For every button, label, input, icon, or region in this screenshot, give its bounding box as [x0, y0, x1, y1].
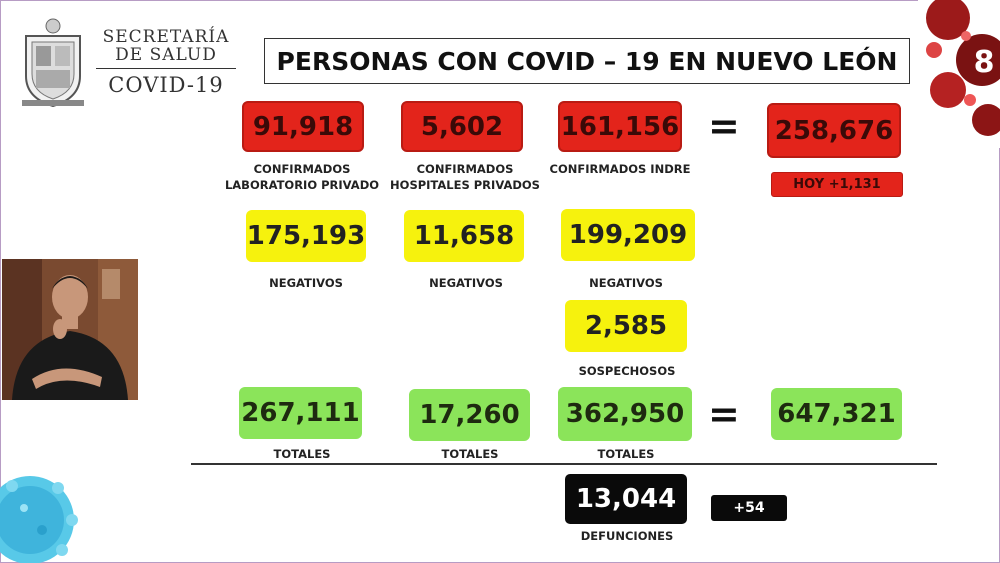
totals-private-hospitals-value: 17,260 — [409, 389, 530, 441]
confirmed-indre-value: 161,156 — [558, 101, 682, 152]
channel-mark: 8 — [974, 45, 995, 80]
virus-decoration-icon — [0, 476, 78, 563]
label-line: HOSPITALES PRIVADOS — [390, 178, 540, 192]
virus-decoration-icon: 8 — [918, 0, 1000, 148]
totals-private-lab-label: TOTALES — [273, 447, 331, 461]
suspected-label: SOSPECHOSOS — [578, 364, 676, 378]
confirmed-private-hospitals-value: 5,602 — [401, 101, 523, 152]
logo-line1: SECRETARÍA — [102, 27, 230, 47]
today-increase-badge: HOY +1,131 — [771, 172, 903, 197]
confirmed-private-lab-value: 91,918 — [242, 101, 364, 152]
sign-language-interpreter-video — [2, 259, 138, 400]
negatives-private-lab-label: NEGATIVOS — [269, 276, 343, 290]
logo-rule — [96, 68, 236, 69]
logo-line2: DE SALUD — [115, 45, 217, 65]
negatives-indre-label: NEGATIVOS — [589, 276, 663, 290]
deaths-label: DEFUNCIONES — [580, 529, 674, 543]
confirmed-private-hospitals-label: CONFIRMADOS HOSPITALES PRIVADOS — [387, 161, 543, 193]
equals-sign-confirmed: = — [708, 104, 740, 148]
confirmed-private-lab-label: CONFIRMADOS LABORATORIO PRIVADO — [222, 161, 382, 193]
logo-line3: COVID-19 — [108, 73, 224, 97]
divider-line — [191, 463, 937, 465]
totals-indre-label: TOTALES — [597, 447, 655, 461]
grand-total-value: 647,321 — [771, 388, 902, 440]
label-line: LABORATORIO PRIVADO — [224, 178, 380, 192]
confirmed-indre-label: CONFIRMADOS INDRE — [549, 162, 691, 176]
label-line: CONFIRMADOS — [253, 162, 351, 176]
confirmed-total-value: 258,676 — [767, 103, 901, 158]
negatives-indre-value: 199,209 — [561, 209, 695, 261]
suspected-value: 2,585 — [565, 300, 687, 352]
totals-indre-value: 362,950 — [558, 387, 692, 441]
deaths-increase-badge: +54 — [711, 495, 787, 521]
negatives-private-lab-value: 175,193 — [246, 210, 366, 262]
totals-private-lab-value: 267,111 — [239, 387, 362, 439]
label-line: CONFIRMADOS — [416, 162, 514, 176]
totals-private-hospitals-label: TOTALES — [441, 447, 499, 461]
negatives-private-hospitals-value: 11,658 — [404, 210, 524, 262]
state-coat-of-arms-icon — [22, 18, 84, 108]
deaths-value: 13,044 — [565, 474, 687, 524]
negatives-private-hospitals-label: NEGATIVOS — [429, 276, 503, 290]
equals-sign-totals: = — [708, 392, 740, 436]
health-secretariat-logo: SECRETARÍA DE SALUD COVID-19 — [96, 28, 236, 97]
page-title: PERSONAS CON COVID – 19 EN NUEVO LEÓN — [264, 38, 910, 84]
